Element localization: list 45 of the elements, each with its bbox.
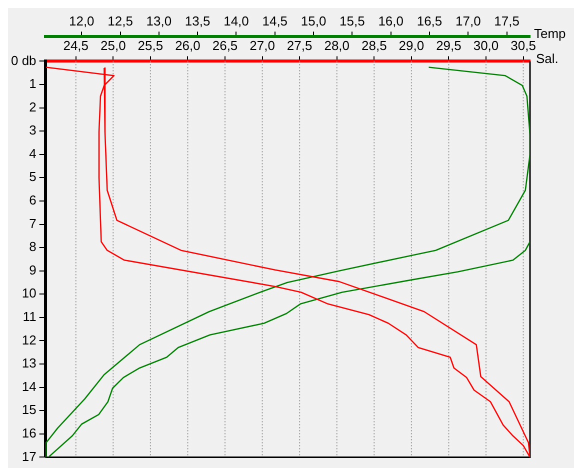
x-tick-label: 27,0 bbox=[250, 38, 275, 53]
y-tick-label: 7 bbox=[29, 216, 36, 231]
y-tick-label: 17 bbox=[22, 448, 36, 464]
y-tick-label: 3 bbox=[29, 122, 36, 138]
x-tick-label: 29,5 bbox=[436, 38, 462, 53]
x2-tick-label: 13,0 bbox=[146, 13, 172, 28]
x2-tick-label: 16,5 bbox=[416, 13, 442, 28]
x-tick-label: 25,5 bbox=[138, 38, 164, 53]
x-axis-title: Sal. bbox=[536, 50, 558, 66]
y-tick-label: 0 db bbox=[10, 52, 36, 68]
x-tick-label: 28,0 bbox=[324, 38, 350, 53]
x2-tick-label: 16,0 bbox=[378, 13, 404, 28]
x2-tick-label: 13,5 bbox=[184, 13, 210, 28]
y-tick-label: 8 bbox=[29, 239, 36, 254]
x2-tick-label: 12,0 bbox=[68, 13, 94, 28]
y-tick-label: 2 bbox=[29, 99, 36, 114]
y-tick-label: 11 bbox=[22, 309, 36, 324]
y-tick-label: 16 bbox=[22, 425, 36, 440]
x-tick-label: 27,5 bbox=[286, 38, 312, 53]
y-tick-label: 4 bbox=[29, 146, 36, 161]
y-tick-label: 10 bbox=[22, 286, 36, 301]
x2-tick-label: 12,5 bbox=[108, 13, 133, 28]
x-tick-label: 30,0 bbox=[473, 38, 499, 53]
y-tick-label: 5 bbox=[29, 169, 36, 184]
x2-axis-title: Temp bbox=[534, 26, 566, 42]
x-tick-label: 24,5 bbox=[63, 38, 89, 53]
x-tick-label: 26,0 bbox=[175, 38, 200, 53]
x2-tick-label: 14,5 bbox=[262, 13, 288, 28]
x-tick-label: 26,5 bbox=[212, 38, 238, 53]
x2-tick-label: 17,0 bbox=[456, 13, 481, 28]
x2-tick-label: 15,5 bbox=[340, 13, 365, 28]
x2-tick-label: 14,0 bbox=[224, 13, 249, 28]
x-tick-label: 30,5 bbox=[510, 38, 536, 53]
x2-tick-label: 15,0 bbox=[300, 13, 326, 28]
y-tick-label: 6 bbox=[29, 192, 36, 208]
y-tick-label: 13 bbox=[22, 356, 36, 371]
x-tick-label: 25,0 bbox=[100, 38, 126, 53]
y-tick-label: 14 bbox=[22, 378, 36, 394]
y-tick-label: 1 bbox=[29, 76, 36, 92]
x-tick-label: 29,0 bbox=[398, 38, 424, 53]
y-tick-label: 9 bbox=[29, 262, 36, 278]
x-tick-label: 28,5 bbox=[361, 38, 387, 53]
x2-tick-label: 17,5 bbox=[494, 13, 520, 28]
y-tick-label: 15 bbox=[22, 402, 36, 418]
y-tick-label: 12 bbox=[22, 332, 36, 348]
